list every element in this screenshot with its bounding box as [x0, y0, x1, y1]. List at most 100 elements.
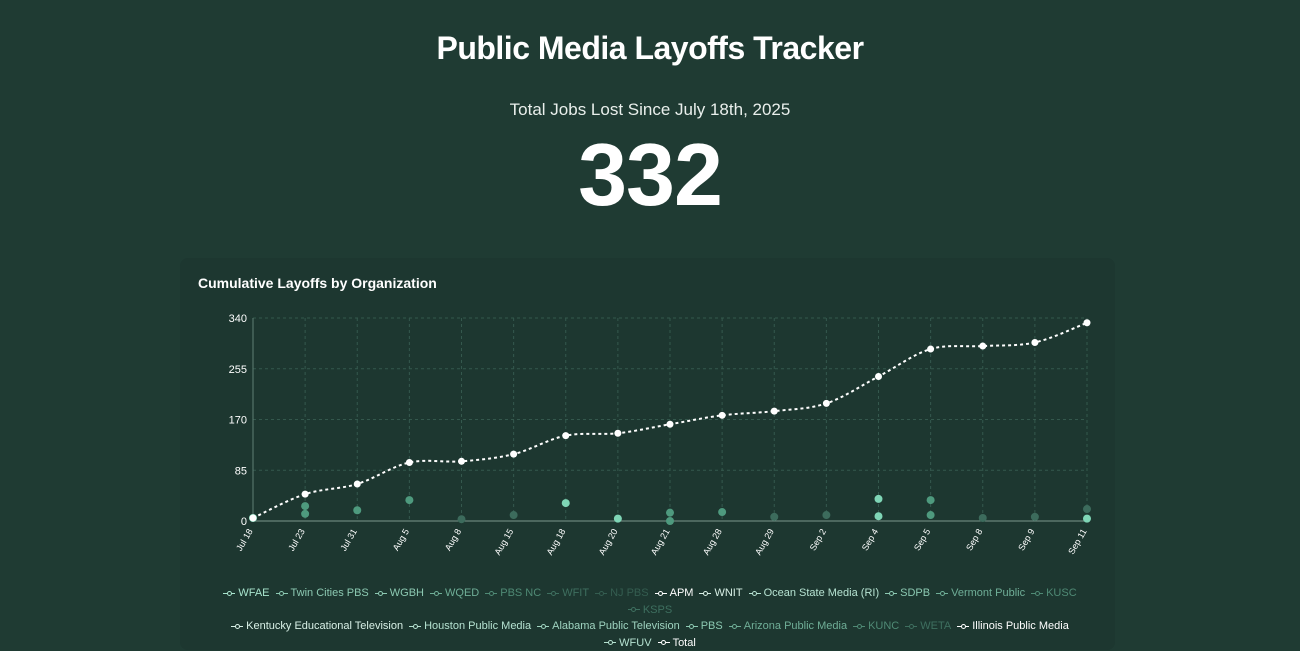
- y-tick-label: 0: [241, 516, 247, 528]
- legend-marker-icon: [1031, 589, 1043, 597]
- legend-marker-icon: [537, 622, 549, 630]
- legend-item[interactable]: WGBH: [375, 585, 424, 602]
- legend-label: APM: [670, 587, 694, 599]
- x-tick-label: Sep 2: [808, 527, 828, 552]
- x-tick-label: Aug 5: [391, 527, 411, 552]
- total-data-point: [875, 373, 882, 380]
- legend-marker-icon: [686, 622, 698, 630]
- legend-label: WFUV: [619, 637, 651, 649]
- legend-item[interactable]: SDPB: [885, 585, 930, 602]
- total-data-point: [614, 430, 621, 437]
- legend-item[interactable]: Vermont Public: [936, 585, 1025, 602]
- legend-item[interactable]: PBS: [686, 618, 723, 635]
- org-data-point: [1083, 515, 1091, 523]
- legend-item[interactable]: WFUV: [604, 635, 651, 651]
- org-data-point: [927, 496, 935, 504]
- legend-label: WFAE: [238, 587, 269, 599]
- total-data-point: [927, 346, 934, 353]
- y-tick-label: 255: [229, 364, 247, 376]
- legend-label: Total: [673, 637, 696, 649]
- org-data-point: [458, 515, 466, 523]
- legend-marker-icon: [853, 622, 865, 630]
- legend-label: WQED: [445, 587, 479, 599]
- total-data-point: [458, 458, 465, 465]
- legend-marker-icon: [905, 622, 917, 630]
- total-data-point: [562, 432, 569, 439]
- legend-marker-icon: [936, 589, 948, 597]
- legend-item[interactable]: NJ PBS: [595, 585, 649, 602]
- org-data-point: [927, 511, 935, 519]
- legend-label: KUNC: [868, 620, 899, 632]
- total-data-point: [719, 412, 726, 419]
- legend-label: KUSC: [1046, 587, 1077, 599]
- legend-label: NJ PBS: [610, 587, 649, 599]
- legend-item[interactable]: Twin Cities PBS: [276, 585, 369, 602]
- x-tick-label: Sep 11: [1066, 527, 1089, 556]
- legend-item[interactable]: PBS NC: [485, 585, 541, 602]
- legend-item[interactable]: KUNC: [853, 618, 899, 635]
- x-tick-label: Aug 21: [649, 527, 672, 557]
- x-tick-label: Aug 20: [597, 527, 620, 557]
- legend-item[interactable]: KSPS: [628, 602, 672, 619]
- legend-label: Arizona Public Media: [744, 620, 847, 632]
- org-data-point: [666, 509, 674, 517]
- total-data-point: [510, 451, 517, 458]
- org-data-point: [718, 508, 726, 516]
- legend-item[interactable]: WFAE: [223, 585, 269, 602]
- x-tick-label: Jul 23: [286, 527, 307, 553]
- x-tick-label: Sep 5: [912, 527, 932, 552]
- total-data-point: [250, 515, 257, 522]
- legend-label: Illinois Public Media: [972, 620, 1069, 632]
- legend-label: Ocean State Media (RI): [764, 587, 880, 599]
- legend-item[interactable]: Total: [658, 635, 696, 651]
- x-tick-label: Aug 18: [545, 527, 568, 557]
- legend-marker-icon: [655, 589, 667, 597]
- legend-marker-icon: [957, 622, 969, 630]
- legend-item[interactable]: WFIT: [547, 585, 589, 602]
- legend-marker-icon: [595, 589, 607, 597]
- legend-item[interactable]: Kentucky Educational Television: [231, 618, 403, 635]
- legend-marker-icon: [375, 589, 387, 597]
- org-data-point: [510, 511, 518, 519]
- total-data-point: [406, 459, 413, 466]
- legend-label: Vermont Public: [951, 587, 1025, 599]
- org-data-point: [562, 499, 570, 507]
- legend-label: KSPS: [643, 604, 672, 616]
- total-data-point: [823, 400, 830, 407]
- legend-marker-icon: [276, 589, 288, 597]
- legend-marker-icon: [658, 639, 670, 647]
- org-data-point: [979, 514, 987, 522]
- legend-marker-icon: [223, 589, 235, 597]
- legend-marker-icon: [749, 589, 761, 597]
- legend-label: Houston Public Media: [424, 620, 531, 632]
- legend-marker-icon: [547, 589, 559, 597]
- x-tick-label: Sep 9: [1016, 527, 1036, 552]
- legend-item[interactable]: Arizona Public Media: [729, 618, 847, 635]
- legend-label: WETA: [920, 620, 951, 632]
- org-data-point: [875, 495, 883, 503]
- legend-item[interactable]: Houston Public Media: [409, 618, 531, 635]
- total-data-point: [979, 343, 986, 350]
- legend-label: WGBH: [390, 587, 424, 599]
- total-data-point: [354, 480, 361, 487]
- legend-item[interactable]: Illinois Public Media: [957, 618, 1069, 635]
- x-tick-label: Jul 18: [234, 527, 255, 553]
- legend-item[interactable]: Alabama Public Television: [537, 618, 680, 635]
- legend-item[interactable]: WETA: [905, 618, 951, 635]
- org-data-point: [301, 502, 309, 510]
- legend-item[interactable]: Ocean State Media (RI): [749, 585, 880, 602]
- legend-marker-icon: [628, 606, 640, 614]
- y-tick-label: 340: [229, 313, 247, 325]
- legend-marker-icon: [729, 622, 741, 630]
- legend-label: WNIT: [714, 587, 742, 599]
- org-data-point: [405, 496, 413, 504]
- legend-marker-icon: [604, 639, 616, 647]
- legend-item[interactable]: WNIT: [699, 585, 742, 602]
- legend-item[interactable]: APM: [655, 585, 694, 602]
- total-data-point: [1031, 339, 1038, 346]
- legend-item[interactable]: KUSC: [1031, 585, 1077, 602]
- legend-item[interactable]: WQED: [430, 585, 479, 602]
- total-data-point: [1084, 319, 1091, 326]
- org-data-point: [822, 511, 830, 519]
- x-tick-label: Aug 29: [753, 527, 776, 557]
